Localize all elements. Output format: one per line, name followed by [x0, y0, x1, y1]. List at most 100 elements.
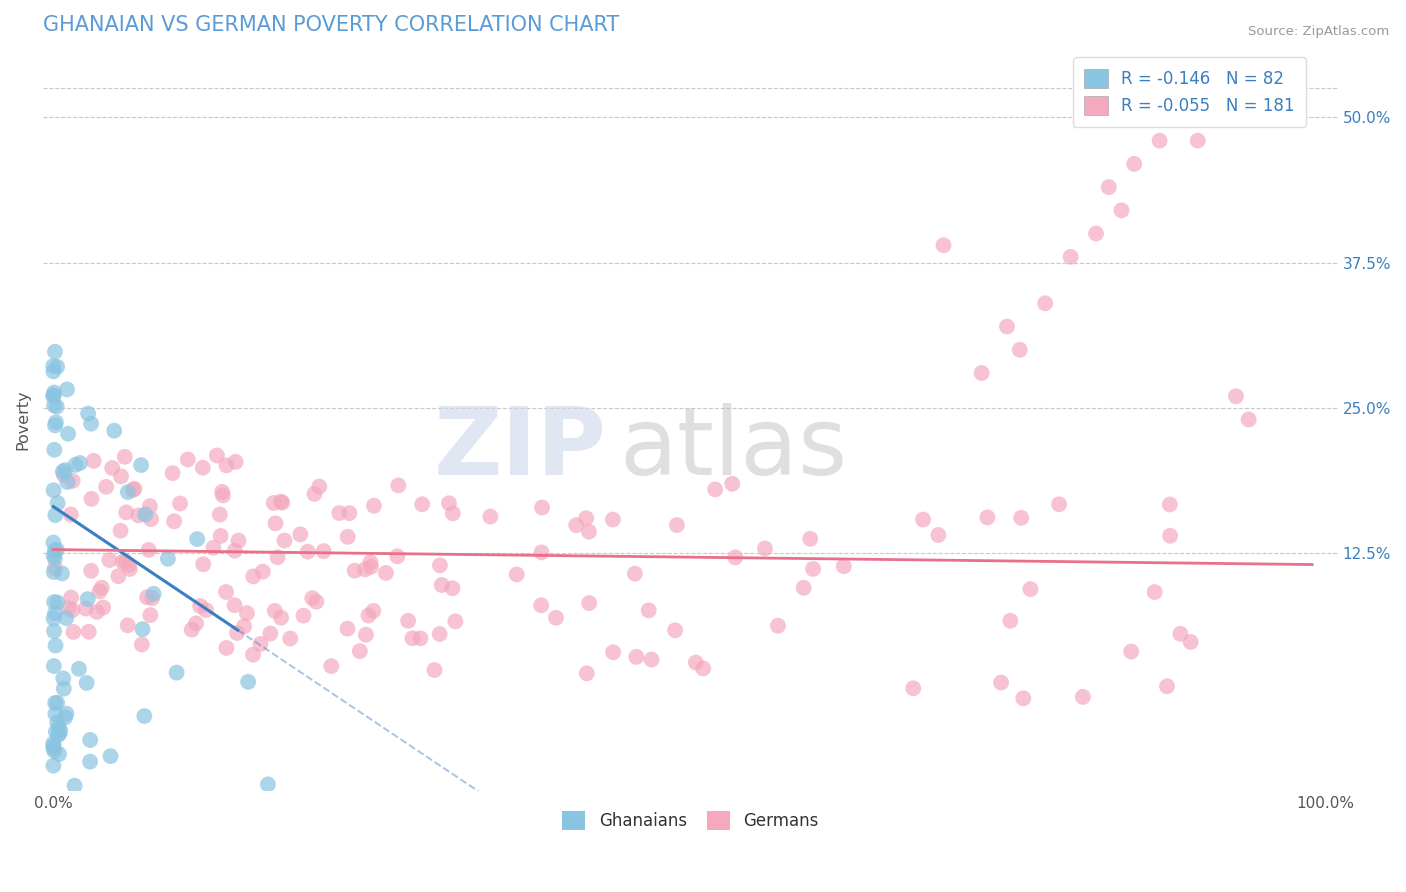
Point: [575, 511, 598, 525]
Point: [308, 479, 330, 493]
Point: [89, 584, 111, 599]
Point: [52, 681, 75, 696]
Point: [409, 632, 432, 646]
Point: [186, 532, 208, 546]
Point: [69, 456, 91, 470]
Point: [129, 458, 152, 472]
Point: [530, 545, 553, 559]
Point: [80, 491, 103, 506]
Point: [45, 724, 67, 739]
Point: [169, 496, 191, 510]
Point: [1180, 635, 1202, 649]
Point: [44, 344, 66, 359]
Point: [48, 726, 70, 740]
Point: [42, 398, 65, 412]
Point: [233, 619, 256, 633]
Point: [62, 474, 84, 488]
Point: [62, 603, 84, 617]
Point: [46, 696, 69, 710]
Point: [58, 601, 80, 615]
Point: [1019, 582, 1042, 596]
Point: [242, 648, 264, 662]
Point: [131, 622, 153, 636]
Point: [75, 601, 97, 615]
Point: [127, 508, 149, 523]
Y-axis label: Poverty: Poverty: [15, 389, 30, 450]
Point: [531, 500, 554, 515]
Point: [1159, 498, 1181, 512]
Legend: Ghanaians, Germans: Ghanaians, Germans: [555, 804, 825, 837]
Point: [67, 662, 90, 676]
Point: [110, 469, 132, 483]
Point: [45, 400, 67, 414]
Point: [249, 637, 271, 651]
Point: [44, 508, 66, 523]
Point: [238, 824, 260, 838]
Point: [270, 494, 292, 508]
Point: [114, 450, 136, 464]
Point: [86, 605, 108, 619]
Point: [236, 674, 259, 689]
Point: [96, 480, 118, 494]
Point: [42, 624, 65, 639]
Point: [42, 388, 65, 402]
Point: [1156, 679, 1178, 693]
Point: [56, 426, 79, 441]
Point: [122, 483, 145, 497]
Point: [44, 418, 66, 433]
Point: [1059, 250, 1081, 264]
Point: [80, 417, 103, 431]
Point: [349, 644, 371, 658]
Point: [479, 509, 502, 524]
Point: [228, 533, 250, 548]
Point: [215, 585, 238, 599]
Point: [602, 645, 624, 659]
Point: [578, 596, 600, 610]
Point: [156, 551, 179, 566]
Point: [437, 496, 460, 510]
Point: [190, 888, 212, 892]
Point: [212, 488, 235, 502]
Point: [42, 739, 65, 753]
Point: [270, 611, 292, 625]
Point: [506, 567, 529, 582]
Point: [257, 777, 280, 791]
Point: [134, 709, 156, 723]
Point: [793, 581, 815, 595]
Text: ZIP: ZIP: [433, 403, 606, 495]
Point: [46, 595, 69, 609]
Point: [224, 599, 246, 613]
Point: [193, 558, 215, 572]
Point: [42, 595, 65, 609]
Point: [1010, 510, 1032, 524]
Point: [430, 578, 453, 592]
Point: [429, 627, 451, 641]
Point: [215, 640, 238, 655]
Point: [766, 619, 789, 633]
Point: [903, 681, 925, 696]
Point: [970, 366, 993, 380]
Point: [1111, 203, 1133, 218]
Point: [312, 544, 335, 558]
Point: [575, 666, 598, 681]
Point: [60, 591, 83, 605]
Point: [177, 452, 200, 467]
Point: [42, 659, 65, 673]
Point: [359, 555, 381, 569]
Point: [665, 518, 688, 533]
Point: [226, 626, 249, 640]
Point: [44, 696, 66, 710]
Point: [1212, 87, 1234, 102]
Point: [188, 599, 211, 613]
Point: [1159, 529, 1181, 543]
Point: [42, 389, 65, 403]
Point: [927, 528, 949, 542]
Point: [44, 639, 66, 653]
Point: [42, 741, 65, 756]
Point: [42, 565, 65, 579]
Point: [429, 558, 451, 573]
Point: [42, 549, 65, 563]
Point: [1136, 111, 1159, 125]
Point: [42, 736, 65, 750]
Point: [1121, 644, 1143, 658]
